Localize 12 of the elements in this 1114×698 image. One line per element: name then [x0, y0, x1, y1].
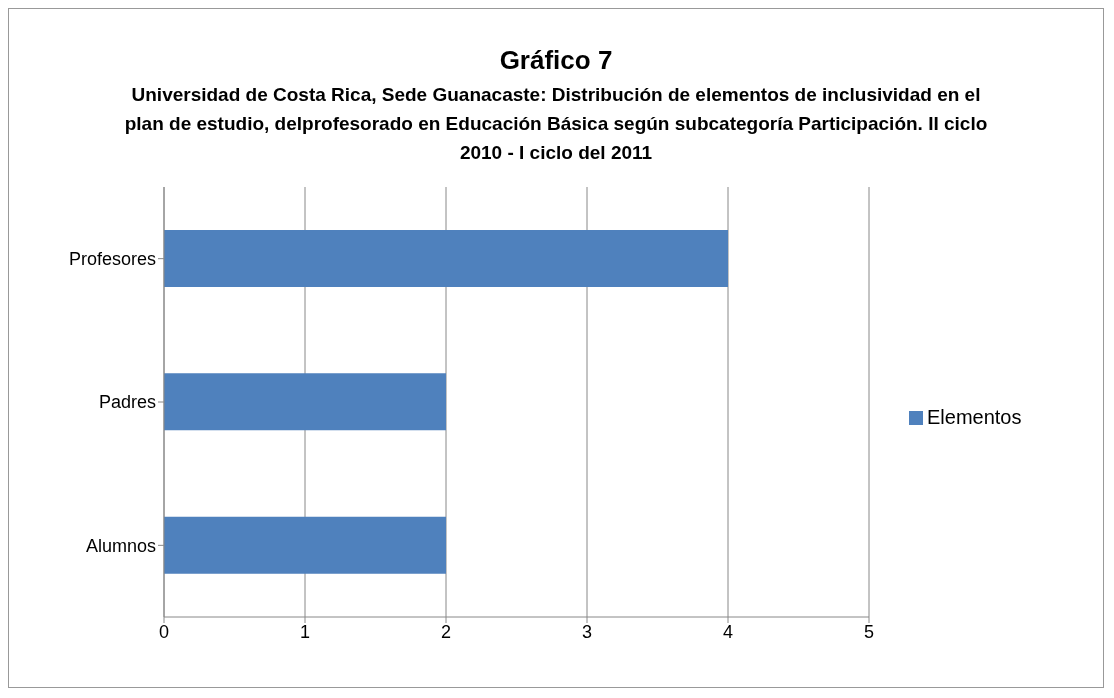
y-tick-label: Padres — [98, 392, 156, 413]
y-tick-label: Profesores — [68, 249, 156, 270]
x-tick-label: 5 — [863, 621, 875, 642]
x-tick-label: 2 — [440, 621, 452, 642]
chart-subtitle: Universidad de Costa Rica, Sede Guanacaste: Distribución de elementos de inclusividad en el plan de estudio, delprofesorado en Educación Básica según subcategoría Participación. II ciclo 2010 - I ciclo del 2011 — [123, 83, 989, 165]
x-tick-label: 0 — [158, 621, 170, 642]
y-tick-label: Alumnos — [85, 535, 156, 556]
chart-title: Gráfico 7 — [498, 45, 614, 76]
x-tick-label: 3 — [581, 621, 593, 642]
legend-label: Elementos — [927, 405, 1022, 428]
x-tick-label: 4 — [722, 621, 734, 642]
x-tick-label: 1 — [299, 621, 311, 642]
